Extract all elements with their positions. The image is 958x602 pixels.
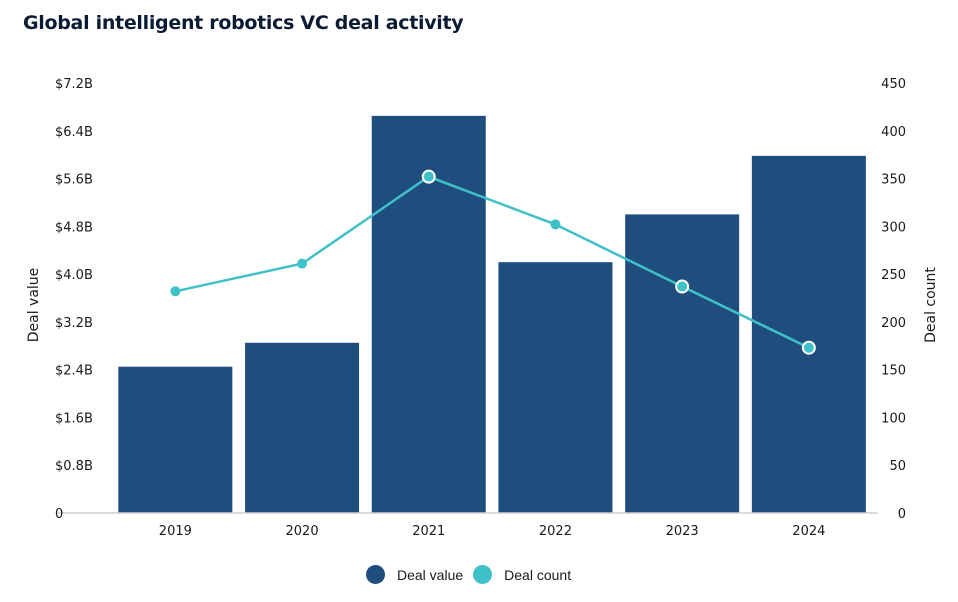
bar-2022[interactable] [498,262,613,513]
left-tick-label: $3.2B [55,316,93,331]
right-tick-label: 350 [881,173,906,188]
left-axis-ticks: 0 $0.8B $1.6B $2.4B $3.2B $4.0B $4.8B $5.6B $6.4… [55,77,93,522]
deal-count-point-2021[interactable] [421,169,436,184]
left-tick-label: $2.4B [55,364,93,379]
x-tick-label: 2023 [666,524,699,539]
deal-count-point-2023[interactable] [675,279,690,294]
right-tick-label: 50 [889,459,906,474]
bar-2024[interactable] [751,155,866,513]
right-axis-ticks: 0 50 100 150 200 250 300 350 400 450 [881,77,906,522]
left-tick-label: $6.4B [55,125,93,140]
bar-2020[interactable] [245,342,360,513]
right-tick-label: 150 [881,364,906,379]
legend-item-deal-value[interactable]: Deal value [366,565,463,584]
deal-count-point-2020[interactable] [297,258,308,269]
left-tick-label: $4.8B [55,220,93,235]
left-tick-label: $4.0B [55,268,93,283]
left-tick-label: $0.8B [55,459,93,474]
chart-title: Global intelligent robotics VC deal acti… [23,12,464,34]
legend-label-deal-count: Deal count [504,566,572,583]
x-tick-label: 2024 [792,524,825,539]
legend-item-deal-count[interactable]: Deal count [473,565,571,584]
x-tick-label: 2021 [412,524,445,539]
right-tick-label: 400 [881,125,906,140]
deal-count-line [175,175,810,349]
left-tick-label: $5.6B [55,173,93,188]
deal-count-point-2024[interactable] [801,340,816,355]
line-layer [170,169,816,355]
legend-swatch-deal-value [366,565,385,584]
x-tick-label: 2019 [159,524,192,539]
left-tick-label: $1.6B [55,411,93,426]
right-tick-label: 250 [881,268,906,283]
left-tick-label: $7.2B [55,77,93,92]
right-tick-label: 0 [898,507,906,522]
legend-swatch-deal-count [473,565,493,584]
x-tick-label: 2020 [286,524,319,539]
legend-label-deal-value: Deal value [397,566,464,583]
bar-2023[interactable] [625,214,740,513]
deal-count-point-2019[interactable] [170,286,181,297]
bar-2019[interactable] [118,366,233,513]
x-axis-ticks: 2019 2020 2021 2022 2023 2024 [159,524,826,539]
legend: Deal value Deal count [366,565,581,584]
right-tick-label: 100 [881,411,906,426]
x-tick-label: 2022 [539,524,572,539]
right-tick-label: 200 [881,316,906,331]
left-axis-title: Deal value [26,268,42,343]
right-tick-label: 300 [881,220,906,235]
left-tick-label: 0 [55,507,63,522]
right-axis-title: Deal count [923,267,939,343]
deal-count-point-2022[interactable] [550,219,561,230]
right-tick-label: 450 [881,77,906,92]
bars-layer [118,115,866,513]
